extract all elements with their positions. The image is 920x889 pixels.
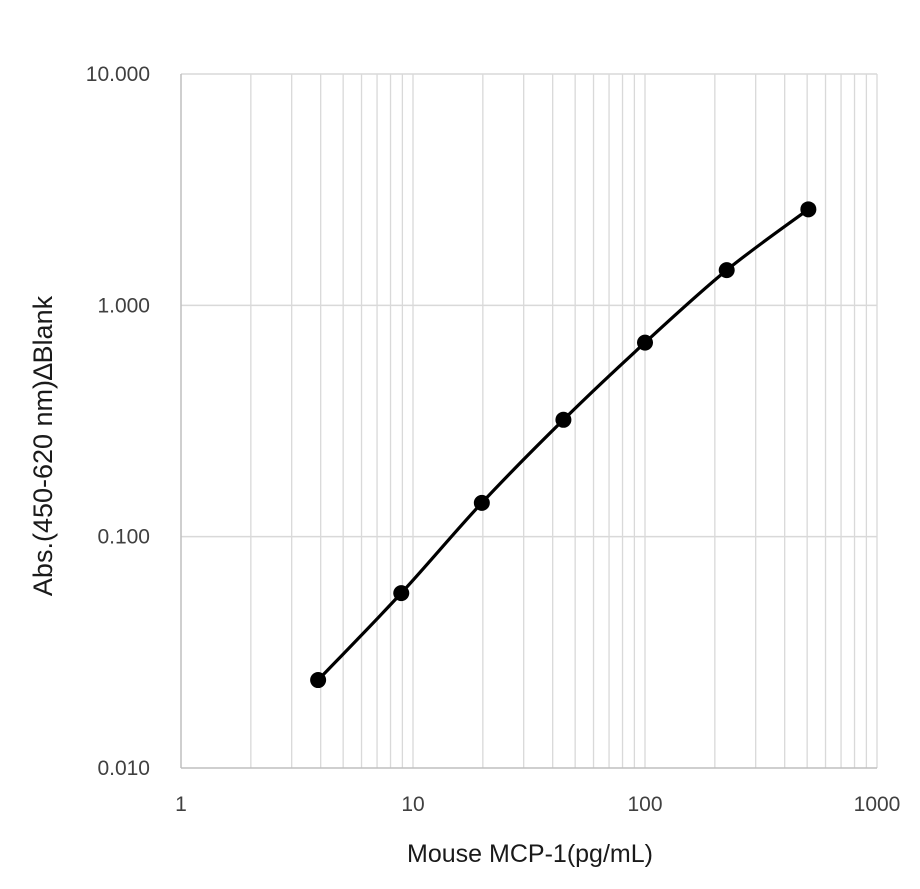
tick-labels: 1 10 100 1000 0.010 0.100 1.000 10.000 bbox=[86, 63, 901, 816]
x-tick-label: 1 bbox=[175, 793, 187, 816]
data-point bbox=[310, 672, 327, 689]
y-tick-label: 0.100 bbox=[97, 526, 150, 549]
series-line bbox=[316, 208, 810, 682]
data-point bbox=[473, 494, 490, 511]
grid-lines bbox=[181, 73, 878, 768]
data-point bbox=[637, 334, 653, 351]
y-tick-label: 10.000 bbox=[86, 63, 150, 86]
y-tick-label: 1.000 bbox=[97, 294, 150, 317]
x-tick-label: 1000 bbox=[854, 793, 901, 816]
y-tick-label: 0.010 bbox=[97, 757, 150, 780]
data-point bbox=[555, 411, 572, 428]
x-tick-label: 100 bbox=[627, 793, 662, 816]
y-axis-title: Abs.(450-620 nm)∆Blank bbox=[28, 295, 58, 596]
x-tick-label: 10 bbox=[401, 793, 424, 816]
data-point bbox=[718, 262, 735, 279]
axes bbox=[180, 74, 877, 769]
data-series bbox=[310, 201, 817, 689]
data-point bbox=[800, 201, 817, 218]
x-axis-title: Mouse MCP-1(pg/mL) bbox=[407, 840, 653, 868]
data-point bbox=[393, 585, 410, 602]
